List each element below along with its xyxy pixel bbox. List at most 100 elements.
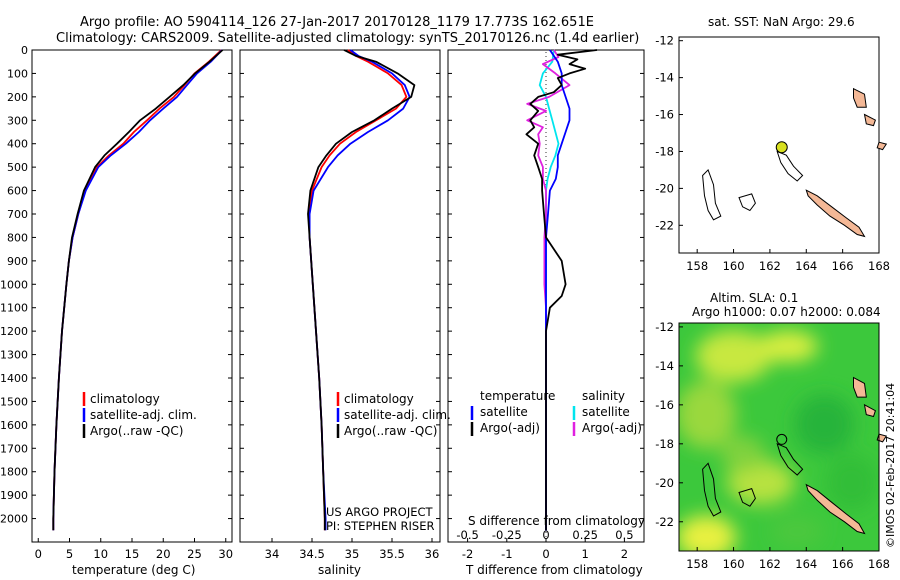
sla-lon-tick-label: 166: [832, 557, 854, 571]
t-diff-x-tick-label: -2: [462, 547, 473, 561]
sla-anomaly: [771, 515, 824, 548]
header-line-1: Argo profile: AO 5904114_126 27-Jan-2017…: [80, 15, 594, 30]
diff-legend-s-satellite: satellite: [582, 405, 630, 419]
sst-lat-tick-label: -22: [655, 218, 674, 232]
salinity-x-axis: 34 34.5 35 35.5 36: [265, 538, 439, 561]
depth-tick-label: 500: [7, 161, 28, 174]
depth-tick-label: 2000: [0, 513, 28, 526]
depth-axis: 0 100 200 300 400 500 600 700 800 900 1000 1100 1200…: [0, 44, 644, 526]
temperature-argo-line: [52, 49, 224, 531]
diff-legend-t-argo: Argo(-adj): [480, 421, 540, 435]
temperature-x-tick-label: 15: [125, 547, 140, 561]
depth-tick-label: 1000: [0, 278, 28, 291]
salinity-x-tick-label: 35: [345, 547, 360, 561]
depth-tick-label: 400: [7, 138, 28, 151]
sst-map-title: sat. SST: NaN Argo: 29.6: [708, 15, 855, 29]
sla-anomaly: [726, 460, 795, 505]
diff-legend-temperature-title: temperature: [480, 389, 555, 403]
salinity-series: [307, 49, 416, 531]
sst-lon-tick-label: 160: [723, 259, 745, 273]
temperature-x-axis: 0 5 10 15 20 25 30: [35, 538, 233, 561]
t-diff-x-tick-label: 1: [582, 547, 589, 561]
temperature-x-tick-label: 0: [35, 547, 42, 561]
sla-lon-tick-label: 162: [759, 557, 781, 571]
temperature-legend-argo: Argo(..raw -QC): [90, 424, 183, 438]
salinity-argo-line: [307, 49, 416, 531]
sla-map-title-1: Altim. SLA: 0.1: [710, 291, 798, 305]
salinity-legend: climatology satellite-adj. clim. Argo(..…: [336, 392, 451, 438]
sla-lon-tick-label: 158: [686, 557, 708, 571]
sla-lat-tick-label: -18: [655, 437, 674, 451]
depth-tick-label: 1400: [0, 372, 28, 385]
temperature-x-label: temperature (deg C): [72, 563, 195, 577]
temperature-x-tick-label: 10: [93, 547, 108, 561]
depth-tick-label: 800: [7, 231, 28, 244]
s-diff-x-tick-label: -0.25: [492, 528, 522, 542]
difference-legend: temperature salinity satellite Argo(-adj…: [470, 389, 642, 436]
sla-land-new-caledonia: [805, 483, 866, 535]
depth-tick-label: 600: [7, 185, 28, 198]
salinity-legend-climatology: climatology: [344, 392, 414, 406]
sst-reef-chesterfield: [702, 168, 722, 221]
sla-lon-tick-label: 164: [795, 557, 817, 571]
sla-lat-tick-label: -14: [655, 359, 674, 373]
depth-tick-label: 0: [21, 44, 28, 57]
salinity-x-tick-label: 35.5: [379, 547, 405, 561]
s-diff-x-tick-label: 0: [542, 528, 549, 542]
diff-legend-t-satellite: satellite: [480, 405, 528, 419]
t-diff-x-tick-label: 2: [621, 547, 628, 561]
sla-lat-tick-label: -22: [655, 515, 674, 529]
temperature-x-tick-label: 20: [156, 547, 171, 561]
imos-credit: ©IMOS 02-Feb-2017 20:41:04: [884, 383, 897, 548]
sst-lon-tick-label: 168: [868, 259, 890, 273]
difference-x-axis: -2 -1 0 1 2 -0.5 -0.25 0 0.25 0.5: [456, 52, 634, 561]
sla-lat-tick-label: -12: [655, 320, 674, 334]
t-diff-x-tick-label: -1: [501, 547, 512, 561]
sst-lat-tick-label: -16: [655, 108, 674, 122]
temperature-x-tick-label: 25: [187, 547, 202, 561]
temperature-series: [52, 49, 224, 531]
salinity-legend-satellite: satellite-adj. clim.: [344, 408, 451, 422]
sla-reef-entrecasteaux: [776, 442, 804, 476]
s-diff-x-tick-label: -0.5: [456, 528, 478, 542]
salinity-x-tick-label: 34.5: [299, 547, 325, 561]
diff-legend-salinity-title: salinity: [582, 389, 625, 403]
depth-tick-label: 1600: [0, 419, 28, 432]
t-diff-satellite-line: [545, 49, 571, 531]
temperature-legend: climatology satellite-adj. clim. Argo(..…: [82, 392, 197, 438]
depth-tick-label: 200: [7, 91, 28, 104]
sla-reef-chesterfield: [702, 462, 722, 517]
depth-tick-label: 900: [7, 255, 28, 268]
sst-land-efate: [876, 141, 888, 151]
sla-anomaly-blobs: [679, 330, 878, 551]
temperature-x-tick-label: 30: [218, 547, 233, 561]
sla-float-marker: [776, 433, 788, 445]
sla-map-frame: [678, 322, 880, 552]
t-diff-x-tick-label: 0: [542, 547, 549, 561]
credit-pi: PI: STEPHEN RISER: [326, 519, 435, 533]
sst-lon-tick-label: 164: [795, 259, 817, 273]
sla-anomaly: [679, 380, 737, 449]
diff-legend-s-argo: Argo(-adj): [582, 421, 642, 435]
sst-map: [678, 36, 888, 254]
sst-lon-tick-label: 158: [686, 259, 708, 273]
sla-field: [679, 323, 879, 551]
t-diff-argo-line: [525, 49, 598, 531]
sst-land-new-caledonia: [805, 189, 866, 238]
depth-tick-label: 300: [7, 114, 28, 127]
temperature-panel-frame: [31, 49, 233, 543]
sst-float-marker: [775, 141, 788, 154]
sla-land-malakula: [863, 403, 877, 418]
difference-series: [525, 49, 598, 531]
sla-anomaly: [695, 330, 772, 383]
sla-lat-tick-label: -16: [655, 398, 674, 412]
s-diff-x-tick-label: 0.25: [572, 528, 598, 542]
sst-land-malakula: [863, 113, 877, 127]
depth-tick-label: 1700: [0, 442, 28, 455]
sla-anomaly: [679, 515, 737, 551]
sla-lon-tick-label: 168: [868, 557, 890, 571]
sst-lat-tick-label: -18: [655, 144, 674, 158]
depth-tick-label: 1100: [0, 302, 28, 315]
sst-lon-tick-label: 166: [832, 259, 854, 273]
